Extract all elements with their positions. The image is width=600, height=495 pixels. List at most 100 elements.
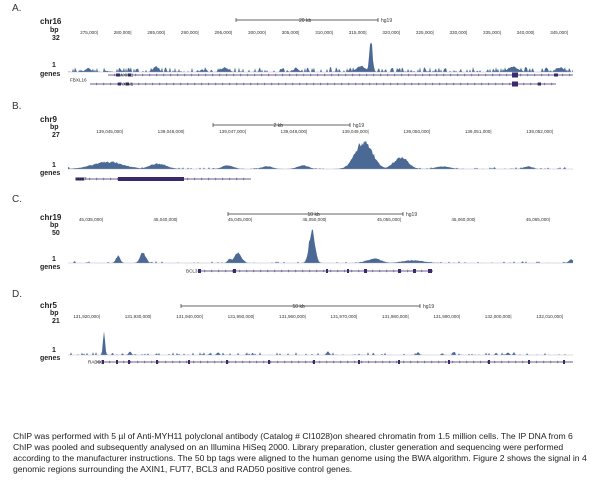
- axis-tick-label: 295,000|: [214, 30, 232, 35]
- strand-arrow: [143, 360, 146, 364]
- strand-arrow: [199, 360, 202, 364]
- strand-arrow: [508, 82, 511, 86]
- strand-arrow: [297, 360, 300, 364]
- strand-arrow: [134, 73, 137, 77]
- axis-tick-label: 280,000|: [114, 30, 132, 35]
- strand-arrow: [416, 360, 419, 364]
- strand-arrow: [452, 82, 455, 86]
- axis-tick-label: 131,940,000|: [176, 314, 203, 319]
- strand-arrow: [288, 73, 291, 77]
- strand-arrow: [164, 360, 167, 364]
- strand-arrow: [214, 82, 217, 86]
- strand-arrow: [218, 73, 221, 77]
- axis-tick-label: 45,050,000|: [302, 217, 326, 222]
- gene-exon: [76, 177, 84, 181]
- bp-label: bp: [50, 124, 59, 131]
- axis-tick-label: 131,930,000|: [125, 314, 152, 319]
- strand-arrow: [179, 82, 182, 86]
- gene-exon: [233, 269, 236, 273]
- strand-arrow: [547, 73, 550, 77]
- strand-arrow: [269, 360, 272, 364]
- strand-arrow: [234, 360, 237, 364]
- strand-arrow: [430, 360, 433, 364]
- strand-arrow: [382, 82, 385, 86]
- strand-arrow: [458, 360, 461, 364]
- gene-exon: [512, 81, 518, 87]
- genome-browser-track: 10 kb hg19 45,035,000| 45,040,000| 45,045,00…: [68, 212, 573, 274]
- strand-arrow: [409, 360, 412, 364]
- strand-arrow: [396, 82, 399, 86]
- axis-tick-label: 139,047,000|: [219, 129, 246, 134]
- strand-arrow: [549, 360, 552, 364]
- strand-arrow: [186, 177, 189, 181]
- gene-exon: [554, 73, 558, 77]
- bp-max-label: 21: [52, 318, 60, 325]
- axis-tick-label: 139,048,000|: [281, 129, 308, 134]
- strand-arrow: [301, 269, 304, 273]
- scale-bar-label: 10 kb: [308, 212, 320, 218]
- strand-arrow: [287, 269, 290, 273]
- strand-arrow: [407, 73, 410, 77]
- strand-arrow: [466, 82, 469, 86]
- strand-arrow: [451, 360, 454, 364]
- axis-tick-label: 139,049,000|: [342, 129, 369, 134]
- strand-arrow: [220, 360, 223, 364]
- strand-arrow: [225, 73, 228, 77]
- axis-tick-label: 45,045,000|: [228, 217, 252, 222]
- panel-label: B.: [12, 101, 22, 112]
- strand-arrow: [95, 177, 98, 181]
- strand-arrow: [535, 360, 538, 364]
- axis-tick-label: 305,000|: [282, 30, 300, 35]
- strand-arrow: [505, 73, 508, 77]
- track-area: 50 kb hg19 131,920,000| 131,930,000| 131,940…: [68, 301, 573, 376]
- strand-arrow: [281, 73, 284, 77]
- strand-arrow: [354, 82, 357, 86]
- bp-max-label: 50: [52, 230, 60, 237]
- strand-arrow: [371, 269, 374, 273]
- strand-arrow: [113, 73, 116, 77]
- strand-arrow: [259, 269, 262, 273]
- strand-arrow: [148, 73, 151, 77]
- strand-arrow: [459, 82, 462, 86]
- gene-exon: [188, 360, 190, 364]
- strand-arrow: [479, 360, 482, 364]
- strand-arrow: [340, 82, 343, 86]
- strand-arrow: [326, 82, 329, 86]
- strand-arrow: [323, 73, 326, 77]
- strand-arrow: [507, 360, 510, 364]
- axis-tick-label: 345,000|: [550, 30, 568, 35]
- strand-arrow: [423, 360, 426, 364]
- min-label: 1: [52, 62, 56, 69]
- strand-arrow: [526, 73, 529, 77]
- gene-exon: [116, 73, 120, 77]
- strand-arrow: [204, 73, 207, 77]
- strand-arrow: [336, 269, 339, 273]
- axis-tick-label: 300,000|: [248, 30, 266, 35]
- gene-exon: [128, 360, 130, 364]
- strand-arrow: [151, 82, 154, 86]
- gene-exon: [102, 360, 104, 364]
- strand-arrow: [302, 73, 305, 77]
- axis-tick-label: 45,035,000|: [79, 217, 103, 222]
- strand-arrow: [235, 177, 238, 181]
- gene-exon: [528, 360, 530, 364]
- gene-exon: [448, 360, 450, 364]
- track-area: 2 kb hg19 139,045,000| 139,046,000| 139,047,…: [68, 120, 573, 190]
- strand-arrow: [221, 177, 224, 181]
- strand-arrow: [304, 360, 307, 364]
- strand-arrow: [420, 269, 423, 273]
- strand-arrow: [316, 73, 319, 77]
- strand-arrow: [403, 82, 406, 86]
- strand-arrow: [242, 82, 245, 86]
- strand-arrow: [378, 269, 381, 273]
- strand-arrow: [332, 360, 335, 364]
- strand-arrow: [263, 82, 266, 86]
- strand-arrow: [556, 360, 559, 364]
- strand-arrow: [410, 82, 413, 86]
- track-area: 10 kb hg19 45,035,000| 45,040,000| 45,045,00…: [68, 210, 573, 285]
- figure-caption: ChIP was performed with 5 µl of Anti-MYH…: [13, 431, 587, 474]
- axis-tick-label: 45,040,000|: [153, 217, 177, 222]
- strand-arrow: [274, 73, 277, 77]
- chromosome-label: chr16: [40, 17, 62, 26]
- strand-arrow: [224, 269, 227, 273]
